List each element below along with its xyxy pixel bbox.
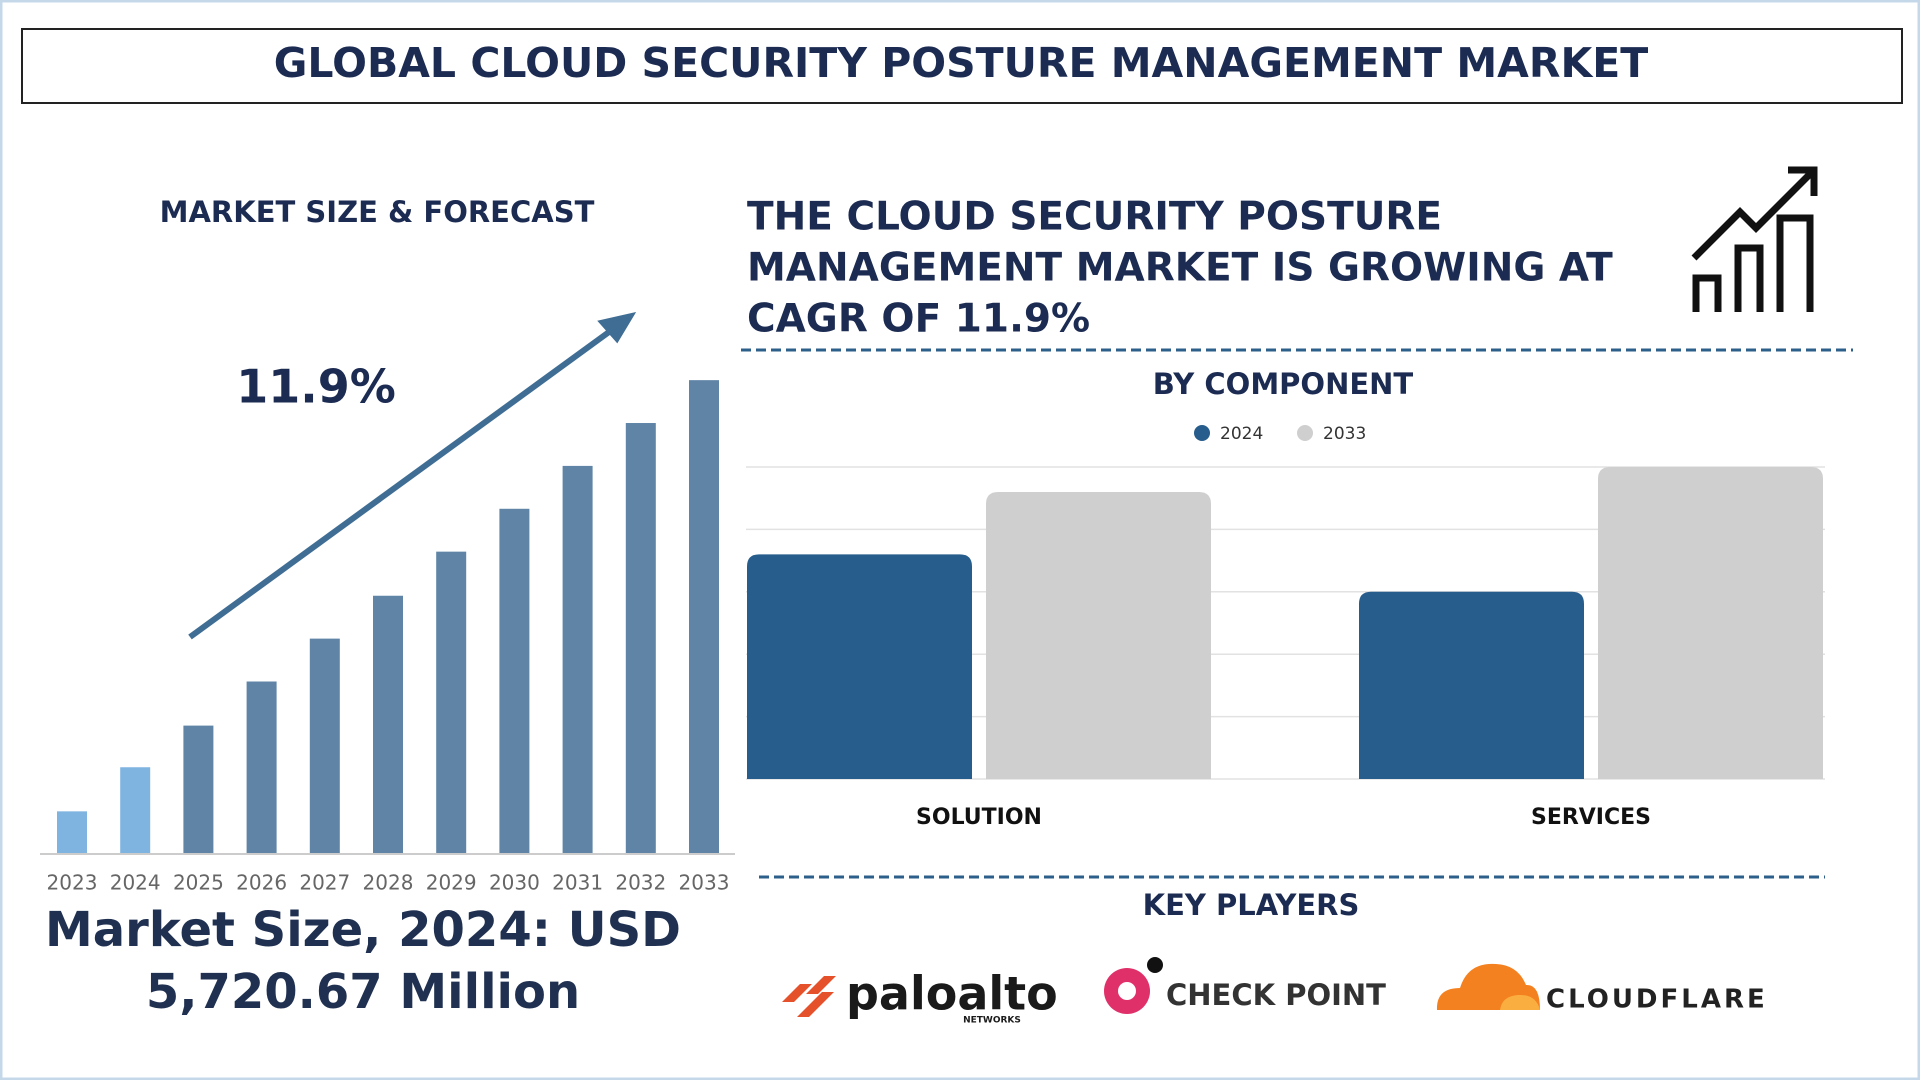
growth-arrowhead (597, 312, 637, 344)
x-tick-label: 2030 (489, 871, 540, 895)
checkpoint-icon (1118, 982, 1136, 1000)
paloalto-icon (782, 976, 836, 1017)
player-subtitle: NETWORKS (963, 1016, 1021, 1026)
x-tick-label: 2029 (426, 871, 477, 895)
legend-label: 2024 (1220, 424, 1263, 444)
bar (747, 554, 972, 779)
legend-label: 2033 (1323, 424, 1366, 444)
checkpoint-icon (1147, 957, 1163, 973)
player-name: CLOUDFLARE (1546, 985, 1768, 1015)
headline-line: CAGR OF 11.9% (747, 297, 1090, 342)
bar (436, 551, 467, 853)
growth-icon (1691, 166, 1818, 312)
bar (246, 681, 277, 853)
section-title: KEY PLAYERS (1143, 888, 1360, 922)
bar (689, 380, 719, 853)
market-size-line: Market Size, 2024: USD (45, 902, 681, 958)
chart-title: MARKET SIZE & FORECAST (160, 195, 595, 229)
bar (1359, 591, 1584, 779)
x-tick-label: 2028 (363, 871, 414, 895)
x-tick-label: 2032 (615, 871, 666, 895)
x-tick-label: 2025 (173, 871, 224, 895)
bar (373, 595, 403, 853)
chart-title: BY COMPONENT (1153, 367, 1414, 401)
legend-swatch (1194, 425, 1210, 441)
bar (120, 767, 151, 853)
x-tick-label: 2024 (110, 871, 161, 895)
bar (1598, 467, 1823, 779)
bar (309, 638, 340, 853)
bar (183, 725, 214, 853)
x-tick-label: 2026 (236, 871, 287, 895)
growth-arrow (188, 321, 622, 640)
bar (57, 811, 87, 853)
bar (499, 508, 530, 853)
title-box (21, 28, 1903, 104)
x-tick-label: 2023 (47, 871, 98, 895)
cloudflare-icon (1436, 963, 1540, 1010)
bar (986, 491, 1211, 779)
bar (562, 465, 593, 853)
market-size-line: 5,720.67 Million (146, 964, 580, 1020)
x-tick-label: 2031 (552, 871, 603, 895)
player-name: paloalto (846, 967, 1058, 1021)
headline-line: THE CLOUD SECURITY POSTURE (747, 195, 1442, 240)
x-tick-label: 2033 (679, 871, 730, 895)
bar (625, 423, 656, 853)
cagr-annotation: 11.9% (236, 360, 396, 414)
legend-swatch (1297, 425, 1313, 441)
headline-line: MANAGEMENT MARKET IS GROWING AT (747, 246, 1613, 291)
x-tick-label: SOLUTION (916, 805, 1042, 830)
x-tick-label: SERVICES (1531, 805, 1651, 830)
x-tick-label: 2027 (299, 871, 350, 895)
player-name: CHECK POINT (1166, 978, 1386, 1012)
page-title: GLOBAL CLOUD SECURITY POSTURE MANAGEMENT… (274, 39, 1648, 87)
